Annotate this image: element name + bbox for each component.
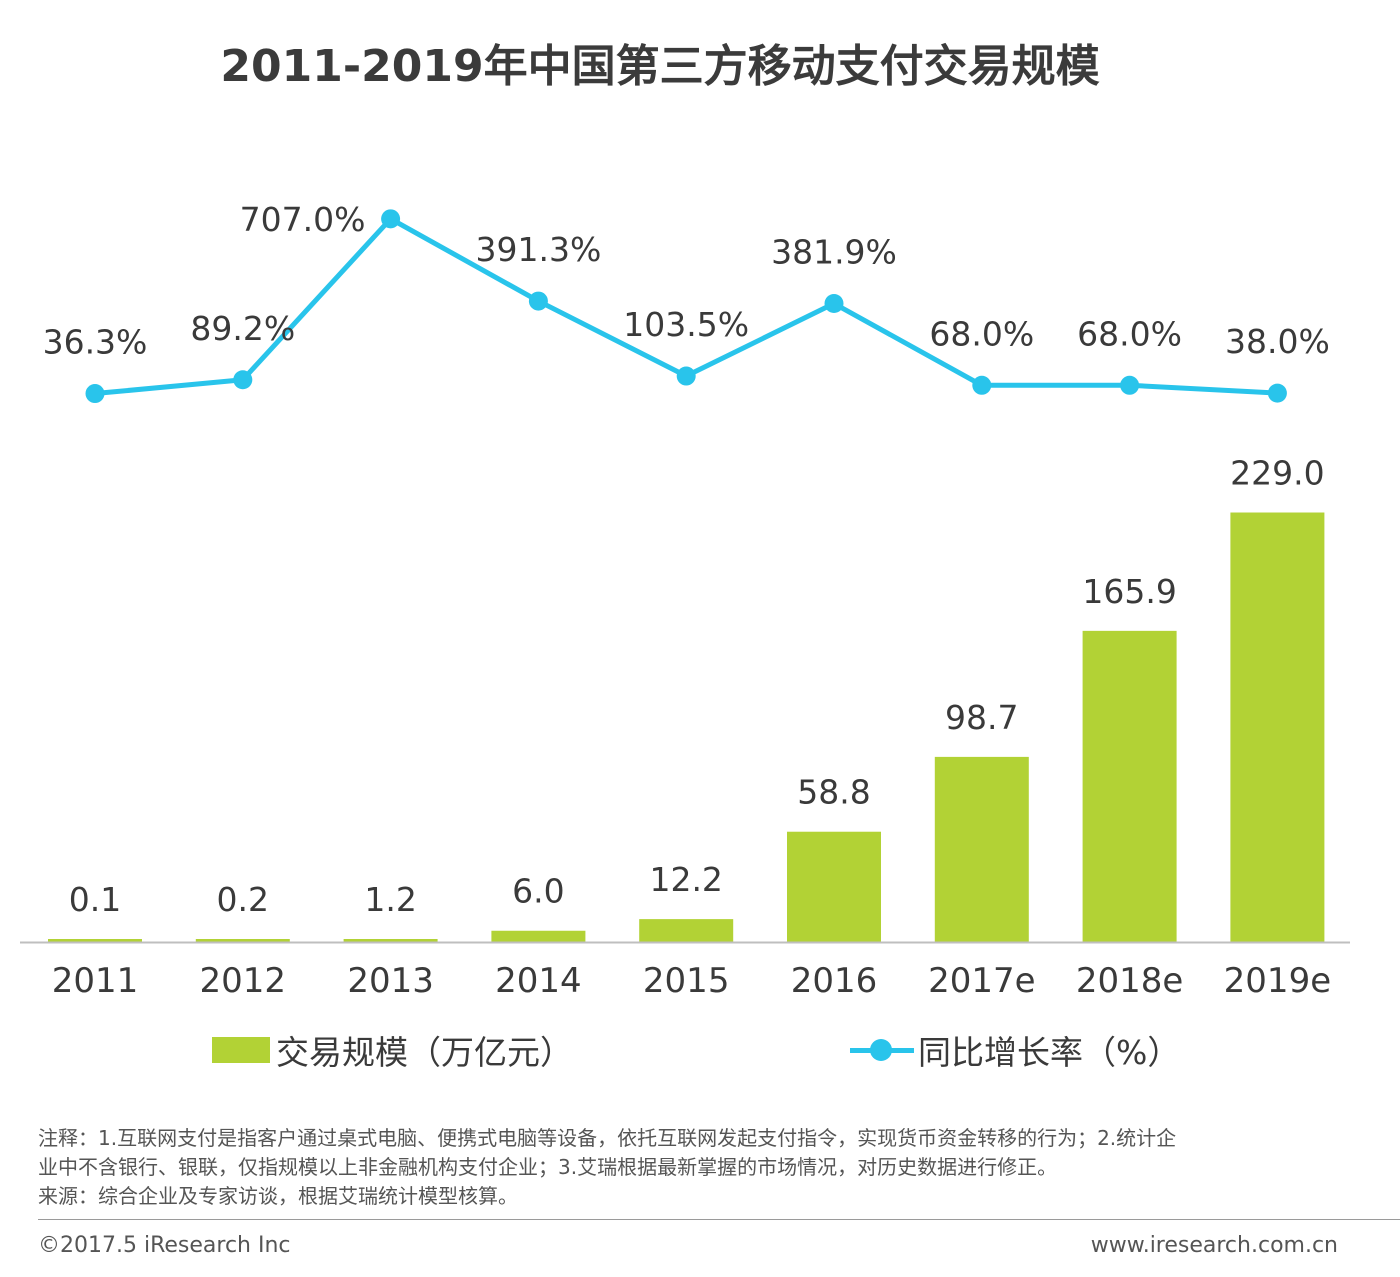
legend-line: 同比增长率（%） <box>850 1022 1180 1078</box>
growth-point-2011 <box>85 384 105 404</box>
website: www.iresearch.com.cn <box>1090 1233 1338 1258</box>
note-line-1: 注释：1.互联网支付是指客户通过桌式电脑、便携式电脑等设备，依托互联网发起支付指… <box>38 1126 1177 1150</box>
bar-label-2012: 0.2 <box>217 880 269 919</box>
x-tick-2018e: 2018e <box>1076 961 1183 1001</box>
growth-label-2016: 381.9% <box>771 233 897 272</box>
bar-label-2016: 58.8 <box>797 773 870 812</box>
growth-label-2014: 391.3% <box>475 230 601 269</box>
bar-2015 <box>639 919 734 942</box>
x-tick-2017e: 2017e <box>928 961 1035 1001</box>
footer-divider <box>38 1219 1400 1220</box>
source-line: 来源：综合企业及专家访谈，根据艾瑞统计模型核算。 <box>38 1184 518 1208</box>
bar-label-2015: 12.2 <box>649 860 722 899</box>
x-tick-2016: 2016 <box>791 961 878 1001</box>
bar-2014 <box>491 930 586 942</box>
growth-point-2012 <box>233 370 253 390</box>
bar-label-2014: 6.0 <box>512 872 564 911</box>
growth-label-2011: 36.3% <box>43 323 148 362</box>
growth-point-2013 <box>381 209 401 229</box>
bar-label-2019e: 229.0 <box>1230 454 1324 493</box>
bar-2012 <box>195 939 290 942</box>
x-tick-2014: 2014 <box>495 961 582 1001</box>
bar-label-2013: 1.2 <box>364 880 416 919</box>
growth-label-2012: 89.2% <box>190 309 295 348</box>
legend-bar-label: 交易规模（万亿元） <box>276 1033 573 1072</box>
growth-point-2014 <box>528 291 548 311</box>
note-line-2: 业中不含银行、银联，仅指规模以上非金融机构支付企业；3.艾瑞根据最新掌握的市场情… <box>38 1155 1058 1179</box>
x-tick-2019e: 2019e <box>1224 961 1331 1001</box>
growth-point-2019e <box>1267 383 1287 403</box>
chart-canvas: 0.1 0.2 1.2 6.0 12.2 58.8 98.7 165.9 229.0 2011 20… <box>20 200 1350 1001</box>
bar-label-2018e: 165.9 <box>1082 572 1176 611</box>
chart-title: 2011-2019年中国第三方移动支付交易规模 <box>220 41 1100 92</box>
bar-2018e <box>1082 630 1177 942</box>
notes: 注释：1.互联网支付是指客户通过桌式电脑、便携式电脑等设备，依托互联网发起支付指… <box>38 1124 1368 1211</box>
bar-2017e <box>934 756 1029 942</box>
growth-label-2013: 707.0% <box>240 200 366 239</box>
bar-2013 <box>343 939 438 942</box>
legend-line-swatch <box>850 1037 914 1063</box>
copyright: ©2017.5 iResearch Inc <box>38 1233 291 1258</box>
x-tick-2013: 2013 <box>347 961 434 1001</box>
legend-bar-swatch <box>212 1037 270 1063</box>
bar-label-2011: 0.1 <box>69 880 121 919</box>
growth-point-2017e <box>972 375 992 395</box>
bar-2011 <box>48 939 142 942</box>
bar-label-2017e: 98.7 <box>945 698 1018 737</box>
growth-label-2018e: 68.0% <box>1077 314 1182 353</box>
growth-point-2015 <box>676 366 696 386</box>
bar-2016 <box>787 831 881 942</box>
x-tick-2015: 2015 <box>643 961 730 1001</box>
legend-bar: 交易规模（万亿元） <box>212 1022 573 1078</box>
growth-point-2016 <box>824 294 844 314</box>
growth-label-2015: 103.5% <box>623 305 749 344</box>
x-tick-2011: 2011 <box>52 961 139 1001</box>
growth-label-2017e: 68.0% <box>929 314 1034 353</box>
growth-label-2019e: 38.0% <box>1225 322 1330 361</box>
bar-2019e <box>1230 512 1325 942</box>
growth-point-2018e <box>1120 375 1140 395</box>
x-tick-2012: 2012 <box>200 961 287 1001</box>
legend-line-label: 同比增长率（%） <box>918 1033 1181 1072</box>
